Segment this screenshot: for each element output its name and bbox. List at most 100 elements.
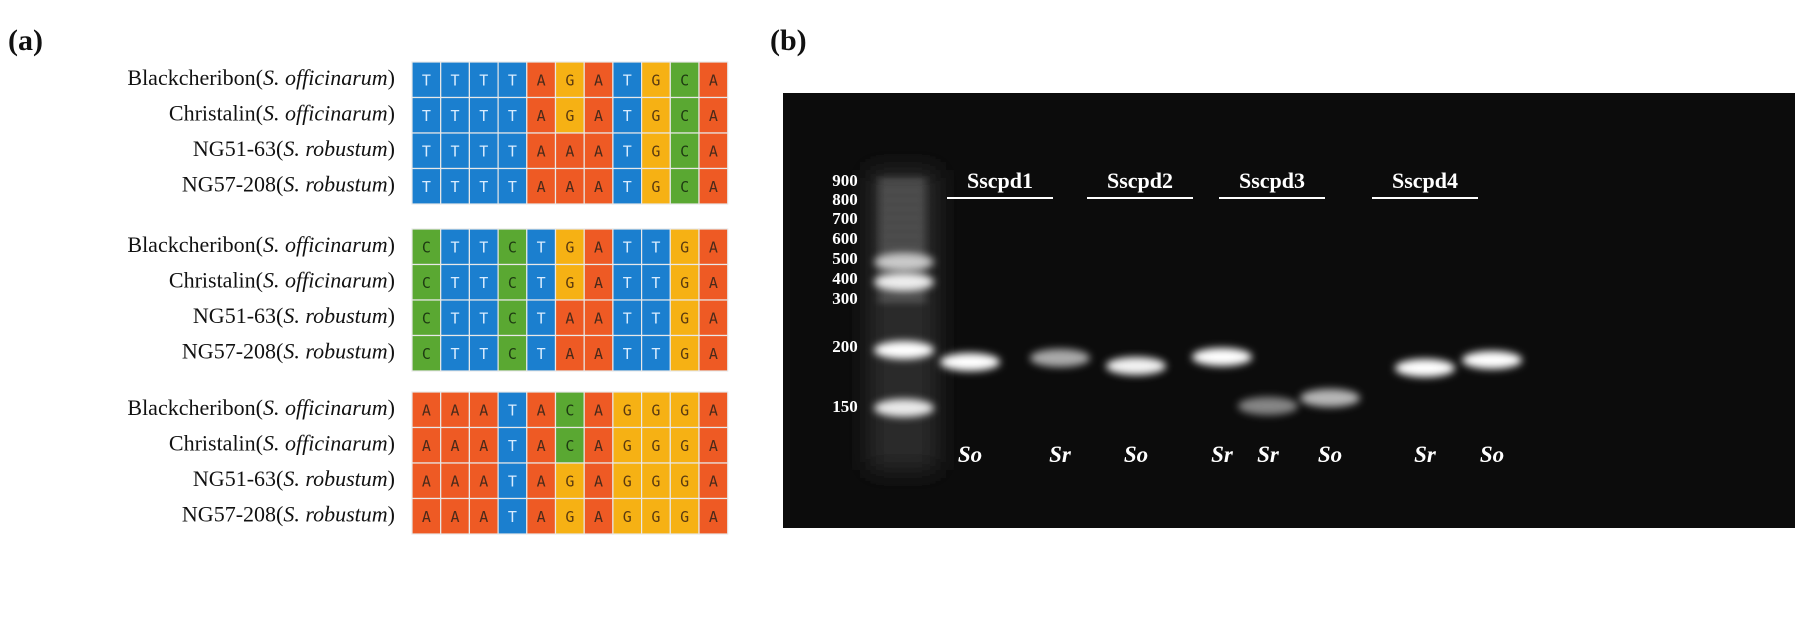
base-cell <box>583 497 614 535</box>
base-letter: A <box>709 401 718 419</box>
base-cell <box>526 167 557 205</box>
base-letter: T <box>623 142 632 160</box>
base-letter: G <box>651 107 660 125</box>
strain-name: NG51-63( <box>193 466 283 491</box>
base-letter: G <box>680 508 689 526</box>
base-letter: A <box>422 472 431 490</box>
base-letter: C <box>422 345 431 363</box>
base-cell <box>669 334 700 372</box>
base-letter: A <box>594 437 603 455</box>
base-cell <box>411 167 442 205</box>
base-cell <box>526 334 557 372</box>
base-cell <box>411 299 442 337</box>
base-cell <box>698 391 729 429</box>
ladder-band <box>878 207 926 211</box>
base-letter: A <box>594 472 603 490</box>
base-letter: T <box>479 274 488 292</box>
base-cell <box>497 299 528 337</box>
base-letter: T <box>623 71 632 89</box>
base-cell <box>669 497 700 535</box>
base-cell <box>669 426 700 464</box>
base-cell <box>497 228 528 266</box>
strain-suffix: ) <box>388 466 395 491</box>
base-letter: C <box>422 238 431 256</box>
base-letter: T <box>422 71 431 89</box>
base-letter: T <box>508 437 517 455</box>
base-cell <box>640 426 671 464</box>
ladder-size-label: 700 <box>832 209 858 228</box>
species-name: S. robustum <box>283 338 387 363</box>
lane-label: Sr <box>1211 442 1234 467</box>
species-name: S. officinarum <box>263 267 388 292</box>
ladder-band <box>878 216 926 220</box>
base-cell <box>411 462 442 500</box>
base-cell <box>583 228 614 266</box>
base-cell <box>612 61 643 99</box>
base-letter: T <box>422 178 431 196</box>
base-letter: G <box>680 401 689 419</box>
ladder-size-label: 150 <box>832 397 858 416</box>
base-letter: A <box>479 472 488 490</box>
base-letter: T <box>508 107 517 125</box>
base-letter: A <box>422 508 431 526</box>
base-letter: T <box>651 345 660 363</box>
strain-suffix: ) <box>388 501 395 526</box>
base-cell <box>583 334 614 372</box>
strain-name: Blackcheribon( <box>127 232 263 257</box>
base-cell <box>411 263 442 301</box>
base-letter: T <box>451 274 460 292</box>
base-cell <box>698 167 729 205</box>
base-letter: A <box>537 472 546 490</box>
primer-group-label: Sscpd3 <box>1239 168 1305 193</box>
base-cell <box>640 228 671 266</box>
base-letter: T <box>623 274 632 292</box>
base-letter: G <box>565 508 574 526</box>
base-letter: G <box>680 345 689 363</box>
ladder-size-label: 200 <box>832 337 858 356</box>
sample-band <box>1192 348 1252 366</box>
base-letter: A <box>537 508 546 526</box>
base-letter: T <box>508 71 517 89</box>
base-letter: A <box>565 309 574 327</box>
strain-suffix: ) <box>388 100 395 125</box>
base-cell <box>612 391 643 429</box>
base-letter: A <box>451 472 460 490</box>
sequence-label: NG57-208(S. robustum) <box>182 501 395 526</box>
base-letter: C <box>680 71 689 89</box>
strain-suffix: ) <box>388 338 395 363</box>
base-cell <box>440 299 471 337</box>
base-letter: T <box>508 472 517 490</box>
base-letter: G <box>651 401 660 419</box>
base-letter: T <box>508 142 517 160</box>
panel-label: (b) <box>770 24 807 57</box>
base-letter: A <box>709 345 718 363</box>
base-letter: G <box>680 238 689 256</box>
base-letter: G <box>565 238 574 256</box>
strain-suffix: ) <box>388 303 395 328</box>
base-letter: G <box>651 71 660 89</box>
strain-suffix: ) <box>388 232 395 257</box>
base-cell <box>440 497 471 535</box>
ladder-band <box>878 297 926 301</box>
base-cell <box>698 263 729 301</box>
strain-name: NG51-63( <box>193 136 283 161</box>
sample-band <box>940 353 1000 371</box>
species-name: S. officinarum <box>263 395 388 420</box>
ladder-size-label: 500 <box>832 249 858 268</box>
base-cell <box>468 132 499 170</box>
base-letter: T <box>651 274 660 292</box>
base-cell <box>669 391 700 429</box>
base-letter: G <box>565 274 574 292</box>
base-letter: A <box>594 238 603 256</box>
base-cell <box>411 96 442 134</box>
base-letter: T <box>623 238 632 256</box>
base-letter: T <box>451 71 460 89</box>
base-letter: G <box>623 508 632 526</box>
base-cell <box>583 132 614 170</box>
base-letter: A <box>479 508 488 526</box>
base-letter: A <box>594 107 603 125</box>
base-letter: A <box>479 437 488 455</box>
ladder-band <box>878 243 926 247</box>
base-cell <box>612 167 643 205</box>
